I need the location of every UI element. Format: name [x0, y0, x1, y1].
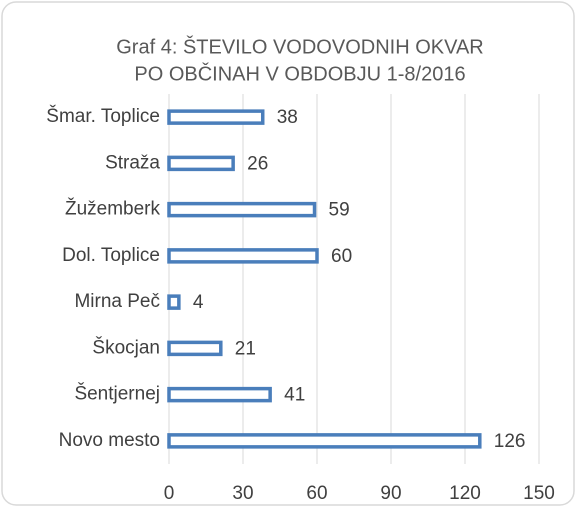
- data-label: 21: [235, 338, 256, 359]
- chart-title: Graf 4: ŠTEVILO VODOVODNIH OKVAR: [116, 35, 484, 58]
- x-tick-label: 30: [232, 483, 253, 504]
- bar: [167, 386, 272, 403]
- x-tick-label: 60: [306, 483, 327, 504]
- data-label: 60: [331, 246, 352, 267]
- data-label: 59: [329, 200, 350, 221]
- chart-title: PO OBČINAH V OBDOBJU 1-8/2016: [134, 62, 465, 85]
- data-label: 41: [284, 385, 305, 406]
- data-label: 4: [193, 292, 204, 313]
- y-tick-label: Straža: [105, 152, 160, 173]
- data-label: 126: [494, 431, 526, 452]
- x-tick-label: 90: [380, 483, 401, 504]
- y-tick-label: Dol. Toplice: [62, 245, 160, 266]
- bar: [167, 433, 482, 449]
- bar: [167, 201, 317, 218]
- y-tick-label: Škocjan: [92, 336, 160, 358]
- x-tick-label: 120: [449, 483, 481, 504]
- bar: [167, 248, 319, 264]
- y-tick-label: Žužemberk: [65, 198, 161, 220]
- y-tick-label: Šentjernej: [74, 383, 160, 405]
- data-label: 26: [247, 153, 268, 174]
- y-tick-label: Mirna Peč: [74, 291, 160, 312]
- y-tick-label: Novo mesto: [59, 430, 160, 451]
- bar: [167, 109, 265, 125]
- bar: [167, 340, 223, 357]
- bar: [167, 294, 181, 310]
- x-tick-label: 150: [523, 483, 555, 504]
- data-label: 38: [277, 107, 298, 128]
- bar: [167, 155, 235, 172]
- y-tick-label: Šmar. Toplice: [46, 105, 160, 127]
- x-tick-label: 0: [164, 483, 175, 504]
